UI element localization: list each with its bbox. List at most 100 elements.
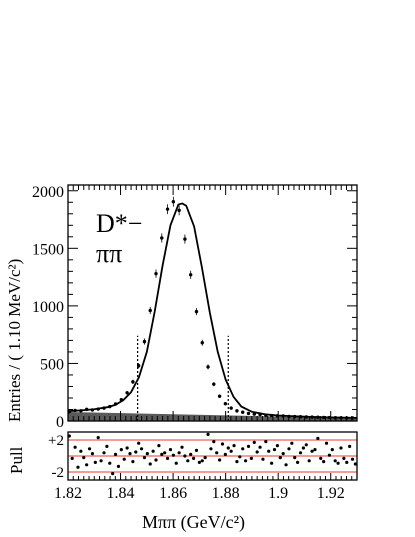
pull-point <box>134 450 138 454</box>
pull-point <box>145 452 149 456</box>
pull-point <box>197 460 201 464</box>
data-point <box>102 406 106 410</box>
pull-point <box>238 455 242 459</box>
pull-point <box>350 457 355 461</box>
pull-point <box>96 436 100 440</box>
data-point <box>131 379 135 384</box>
decay-annotation-line2: ππ <box>96 239 122 268</box>
pull-point <box>151 449 155 453</box>
data-point <box>223 402 228 406</box>
pull-point <box>244 459 248 463</box>
pull-point <box>246 444 251 448</box>
pull-point <box>157 444 161 448</box>
pull-plot-frame <box>67 431 358 481</box>
pull-point <box>307 459 311 463</box>
background-band <box>68 412 357 421</box>
pull-point <box>235 460 239 464</box>
pull-point <box>261 457 265 461</box>
data-point <box>165 204 170 215</box>
pull-point <box>82 456 86 460</box>
data-point <box>177 205 181 216</box>
data-point <box>108 404 112 409</box>
pull-point <box>191 456 196 460</box>
pull-point <box>119 448 123 452</box>
pull-point <box>122 457 126 461</box>
pull-point <box>180 445 184 449</box>
pull-point <box>76 465 80 469</box>
pull-point <box>290 441 294 445</box>
background-component-layer <box>68 412 357 421</box>
pull-point <box>272 448 277 452</box>
pull-point <box>287 447 291 451</box>
main-axis-ticks <box>67 185 358 422</box>
x-tick-label: 1.88 <box>212 485 240 502</box>
pull-point <box>252 440 256 444</box>
pull-point <box>108 461 112 465</box>
pull-point <box>70 456 74 460</box>
pull-point <box>163 451 167 455</box>
pull-point <box>333 459 337 463</box>
x-tick-label: 1.9 <box>268 485 288 502</box>
pull-point <box>165 456 170 460</box>
data-point <box>73 408 77 413</box>
data-point <box>96 407 100 411</box>
pull-point <box>131 460 135 464</box>
pull-point <box>327 453 332 457</box>
pull-point <box>316 436 320 440</box>
main-plot-frame <box>67 184 358 422</box>
pull-point <box>310 449 314 453</box>
y-tick-label: 1500 <box>32 241 64 258</box>
data-point <box>171 196 176 207</box>
pull-point <box>322 460 326 464</box>
pull-point <box>200 459 204 463</box>
data-point <box>125 390 129 395</box>
pull-point <box>79 449 83 453</box>
pull-point <box>348 444 352 448</box>
pull-point <box>139 447 144 451</box>
pull-point <box>137 441 141 445</box>
pull-point <box>293 456 297 460</box>
data-point <box>183 234 187 244</box>
main-y-axis-label: Entries / ( 1.10 MeV/c²) <box>5 259 24 422</box>
pull-point <box>330 448 334 452</box>
pull-point <box>148 462 152 466</box>
data-point <box>90 408 95 412</box>
pull-point <box>113 452 118 456</box>
pull-point <box>324 441 329 445</box>
pull-point <box>249 456 253 460</box>
pull-point <box>73 445 77 449</box>
x-tick-label: 1.92 <box>317 485 345 502</box>
decay-annotation-line1: D*− <box>96 209 142 238</box>
pull-point <box>212 440 216 444</box>
data-point <box>316 415 320 419</box>
pull-point <box>177 451 181 455</box>
pull-point <box>275 444 279 448</box>
pull-point <box>87 447 92 451</box>
pull-point <box>270 461 274 465</box>
pull-point <box>209 447 213 451</box>
pull-point <box>229 449 233 453</box>
pull-point <box>232 444 236 448</box>
data-point <box>142 338 147 345</box>
pull-point <box>99 459 103 463</box>
data-point <box>321 415 326 420</box>
pull-point <box>298 451 303 455</box>
pull-point <box>353 462 358 466</box>
data-point <box>304 415 308 419</box>
data-point <box>148 306 152 315</box>
data-point <box>160 233 164 243</box>
pull-point <box>154 458 158 462</box>
x-axis-label: Mππ (GeV/c²) <box>142 512 245 533</box>
pull-point <box>203 456 207 460</box>
y-tick-label: 2000 <box>32 184 64 201</box>
pull-point <box>281 452 285 456</box>
pull-reference-lines <box>68 439 357 473</box>
pull-point <box>85 463 89 467</box>
pull-point <box>174 461 178 465</box>
pull-point <box>304 443 308 447</box>
data-point <box>200 339 204 346</box>
data-point <box>217 394 222 398</box>
y-tick-label: 500 <box>40 356 64 373</box>
pull-panel: +2 -2 1.82 1.84 1.86 1.88 1.9 1.92 Pull Mππ (G… <box>7 431 358 533</box>
data-points-layer <box>67 196 355 420</box>
